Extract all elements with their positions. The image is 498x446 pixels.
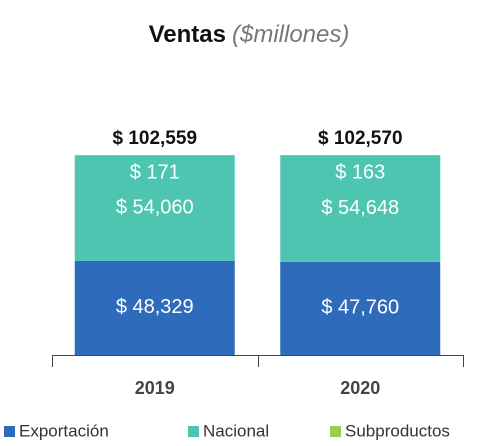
value-label: $ 54,060 — [116, 196, 194, 218]
chart-title: Ventas — [149, 21, 226, 48]
chart-subtitle: ($millones) — [232, 21, 349, 48]
value-label: $ 48,329 — [116, 296, 194, 318]
value-label: $ 171 — [130, 161, 180, 183]
value-label: $ 163 — [335, 161, 385, 183]
value-label: $ 47,760 — [321, 297, 399, 319]
legend-swatch — [4, 426, 15, 437]
total-label: $ 102,559 — [112, 128, 197, 149]
bar-segment — [280, 155, 441, 262]
legend-label: Exportación — [19, 421, 109, 440]
value-label: $ 54,648 — [321, 197, 399, 219]
bar-segment — [74, 155, 235, 261]
legend-swatch — [330, 426, 341, 437]
axis — [52, 355, 464, 367]
legend-label: Subproductos — [345, 421, 450, 440]
legend-swatch — [188, 426, 199, 437]
total-label: $ 102,570 — [318, 128, 403, 149]
x-tick-label: 2019 — [135, 378, 175, 398]
x-tick-label: 2020 — [340, 378, 380, 398]
chart-title-group: Ventas ($millones) — [149, 21, 350, 48]
bar-segment — [74, 260, 235, 355]
legend-label: Nacional — [203, 421, 269, 440]
bar-segment — [280, 261, 441, 355]
